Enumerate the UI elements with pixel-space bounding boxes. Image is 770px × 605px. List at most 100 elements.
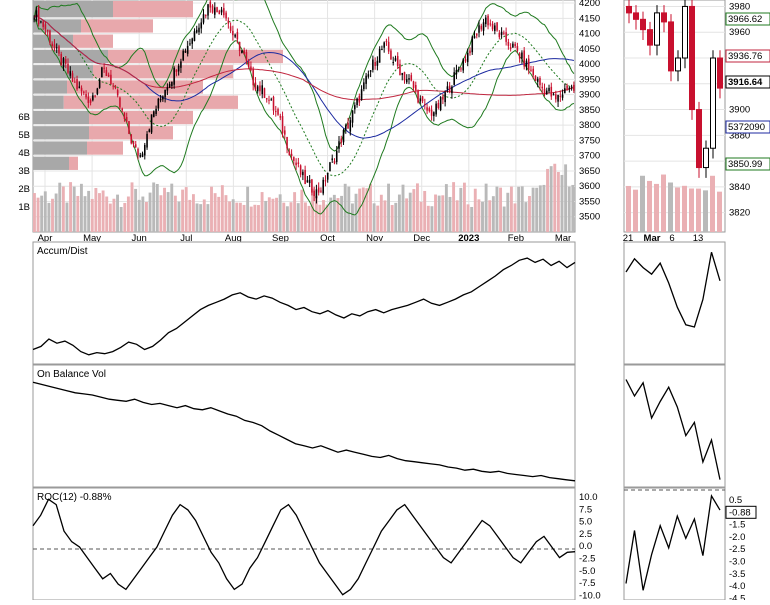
candlesticks <box>33 0 575 204</box>
candle-body <box>500 31 503 35</box>
volume-profile-bar <box>33 110 89 125</box>
candle-body <box>279 116 282 118</box>
bollinger-bands <box>33 0 575 216</box>
x-tick-label: 21 <box>623 233 634 244</box>
volume-bar <box>423 190 427 232</box>
volume-bar <box>137 199 141 232</box>
volume-profile-bar <box>33 34 73 48</box>
volume-bar <box>542 184 546 232</box>
volume-bar <box>560 174 564 232</box>
right-x-labels: 21 Mar 6 13 <box>623 233 704 244</box>
candle-body <box>146 133 148 148</box>
candle-body <box>107 74 110 77</box>
volume-bar <box>314 196 318 232</box>
volume-bar <box>358 188 362 232</box>
candle-body <box>277 109 279 115</box>
candle-body <box>682 5 688 59</box>
volume-bar <box>661 174 666 232</box>
volume-bar <box>311 188 315 232</box>
volume-bar <box>462 182 466 232</box>
candle-body <box>225 12 227 19</box>
candle-body <box>568 87 571 90</box>
candle-body <box>207 4 209 16</box>
volume-bar <box>224 195 228 232</box>
right-value-labels: 3966.62 3936.76 3916.64 5372090 3850.99 <box>725 12 770 171</box>
volume-bar <box>390 205 394 232</box>
value-label: 5372090 <box>728 122 765 133</box>
value-label: 3850.99 <box>728 159 762 170</box>
candle-body <box>315 189 318 199</box>
candle-body <box>311 179 313 193</box>
candle-body <box>62 58 65 68</box>
volume-bar <box>466 204 470 232</box>
candle-body <box>105 70 108 76</box>
volume-bar <box>43 191 47 232</box>
y-tick-label: 3950 <box>579 74 600 85</box>
volume-bar <box>119 206 123 232</box>
volume-profile-bar <box>89 110 193 125</box>
candle-body <box>195 29 198 33</box>
candle-body <box>101 67 103 78</box>
accum-dist-line <box>32 257 576 356</box>
volume-bar <box>535 187 539 232</box>
y-tick-label: 3550 <box>579 196 600 207</box>
volume-tick-label: 5B <box>18 130 30 141</box>
volume-bar <box>376 205 380 232</box>
volume-bar <box>83 196 87 232</box>
roc-title: ROC(12) -0.88% <box>37 492 112 503</box>
candle-body <box>485 17 487 25</box>
volume-bar <box>517 186 521 232</box>
candle-body <box>333 161 336 164</box>
obv-panel: On Balance Vol <box>32 364 576 488</box>
candle-body <box>134 144 137 148</box>
accum-dist-right-panel <box>623 241 726 365</box>
volume-bar <box>163 187 166 232</box>
candle-body <box>284 130 286 135</box>
candle-body <box>453 72 455 85</box>
candle-body <box>392 62 394 64</box>
volume-profile-bar <box>93 65 233 79</box>
candle-body <box>401 72 404 76</box>
main-right-zoom-panel: 382038403860388039003920394039603980 21M… <box>623 0 770 244</box>
candle-body <box>442 96 444 100</box>
volume-profile-bar <box>33 141 87 155</box>
candle-body <box>498 32 501 38</box>
y-tick-label: 3500 <box>579 212 600 223</box>
candle-body <box>302 171 304 176</box>
candle-body <box>182 50 184 61</box>
volume-bar <box>455 200 459 232</box>
candle-body <box>270 99 273 101</box>
candle-body <box>166 87 169 91</box>
y-tick-label: 3850 <box>579 105 600 116</box>
y-tick-label: 3600 <box>579 181 600 192</box>
volume-bar <box>553 163 557 232</box>
candle-body <box>58 46 60 54</box>
candle-body <box>460 68 462 70</box>
candle-body <box>512 43 514 48</box>
volume-bar <box>412 189 416 232</box>
volume-bar <box>426 205 430 232</box>
candle-body <box>256 86 259 92</box>
volume-bar <box>296 203 300 232</box>
upper-band <box>33 0 575 152</box>
volume-profile-bar <box>73 34 113 48</box>
volume-tick-label: 2B <box>18 184 30 195</box>
volume-bar <box>633 189 638 232</box>
candle-body <box>532 68 535 76</box>
candle-body <box>365 75 367 84</box>
volume-bar <box>90 198 94 232</box>
candle-body <box>435 103 437 115</box>
volume-bar <box>448 196 452 232</box>
candle-body <box>518 53 521 59</box>
candle-body <box>155 108 157 115</box>
candle-body <box>548 87 550 92</box>
candle-body <box>428 108 431 112</box>
volume-bar <box>166 192 170 232</box>
candle-body <box>96 88 99 95</box>
candle-body <box>466 52 469 63</box>
candle-body <box>241 50 243 53</box>
candle-body <box>633 12 639 20</box>
volume-bar <box>528 195 531 232</box>
candle-body <box>87 96 90 103</box>
candle-body <box>394 58 397 61</box>
